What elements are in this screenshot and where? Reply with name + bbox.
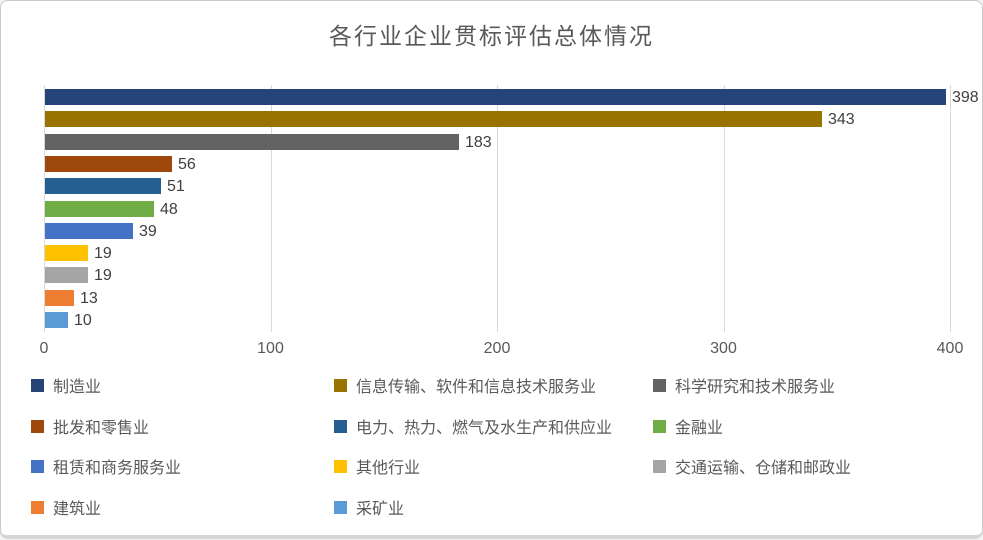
bar-value-label: 39 xyxy=(139,223,157,240)
legend-item: 批发和零售业 xyxy=(31,416,150,437)
gridline xyxy=(44,85,45,332)
x-tick-label: 400 xyxy=(936,340,964,357)
legend-label: 交通运输、仓储和邮政业 xyxy=(675,460,852,477)
bar xyxy=(45,201,154,217)
legend-label: 科学研究和技术服务业 xyxy=(675,379,836,396)
legend-color-marker xyxy=(653,419,666,433)
gridline xyxy=(950,85,951,332)
gridline xyxy=(723,85,725,332)
bar-value-label: 19 xyxy=(94,245,112,262)
legend-color-marker xyxy=(31,378,44,392)
legend-color-marker xyxy=(31,419,44,433)
bar xyxy=(45,156,172,172)
gridline xyxy=(497,85,498,332)
bar xyxy=(45,245,88,261)
legend-label: 制造业 xyxy=(53,379,102,396)
legend-label: 其他行业 xyxy=(356,460,421,477)
bar xyxy=(45,134,459,150)
legend-color-marker xyxy=(653,378,666,392)
legend-color-marker xyxy=(334,378,347,392)
bar xyxy=(45,290,74,306)
legend-item: 其他行业 xyxy=(334,456,421,477)
bar-value-label: 51 xyxy=(167,178,185,195)
legend-color-marker xyxy=(31,459,44,473)
legend-label: 租赁和商务服务业 xyxy=(53,460,182,477)
legend-label: 批发和零售业 xyxy=(53,420,150,437)
legend-item: 交通运输、仓储和邮政业 xyxy=(653,456,852,477)
legend-item: 金融业 xyxy=(653,416,724,437)
legend-label: 电力、热力、燃气及水生产和供应业 xyxy=(356,420,613,437)
legend-color-marker xyxy=(334,500,347,514)
legend-item: 租赁和商务服务业 xyxy=(31,456,182,477)
bar xyxy=(45,267,88,283)
bar-value-label: 13 xyxy=(80,290,98,307)
bar xyxy=(45,223,133,239)
bar-value-label: 48 xyxy=(160,201,178,218)
x-tick-label: 0 xyxy=(39,340,49,357)
bar-value-label: 56 xyxy=(178,156,196,173)
chart-title: 各行业企业贯标评估总体情况 xyxy=(329,24,654,49)
bar xyxy=(45,89,946,105)
legend-item: 建筑业 xyxy=(31,497,102,518)
legend-item: 采矿业 xyxy=(334,497,405,518)
legend-item: 制造业 xyxy=(31,375,102,396)
legend-label: 采矿业 xyxy=(356,501,405,518)
legend-label: 信息传输、软件和信息技术服务业 xyxy=(356,379,597,396)
bar-value-label: 398 xyxy=(952,89,979,106)
bar-value-label: 19 xyxy=(94,267,112,284)
gridline xyxy=(270,85,272,332)
x-tick-label: 300 xyxy=(710,340,737,357)
legend-item: 电力、热力、燃气及水生产和供应业 xyxy=(334,416,613,437)
bar-value-label: 343 xyxy=(828,111,855,128)
legend-color-marker xyxy=(334,459,347,473)
legend-color-marker xyxy=(334,419,347,433)
legend-item: 科学研究和技术服务业 xyxy=(653,375,836,396)
x-tick-label: 100 xyxy=(257,340,284,357)
x-tick-label: 200 xyxy=(483,340,511,357)
bar xyxy=(45,312,68,328)
legend-item: 信息传输、软件和信息技术服务业 xyxy=(334,375,597,396)
bar xyxy=(45,111,822,127)
bar-value-label: 183 xyxy=(465,134,492,151)
legend-label: 金融业 xyxy=(675,420,724,437)
legend-color-marker xyxy=(653,459,666,473)
bar-value-label: 10 xyxy=(74,312,92,329)
legend-color-marker xyxy=(31,500,44,514)
bar xyxy=(45,178,161,194)
legend-label: 建筑业 xyxy=(53,501,102,518)
